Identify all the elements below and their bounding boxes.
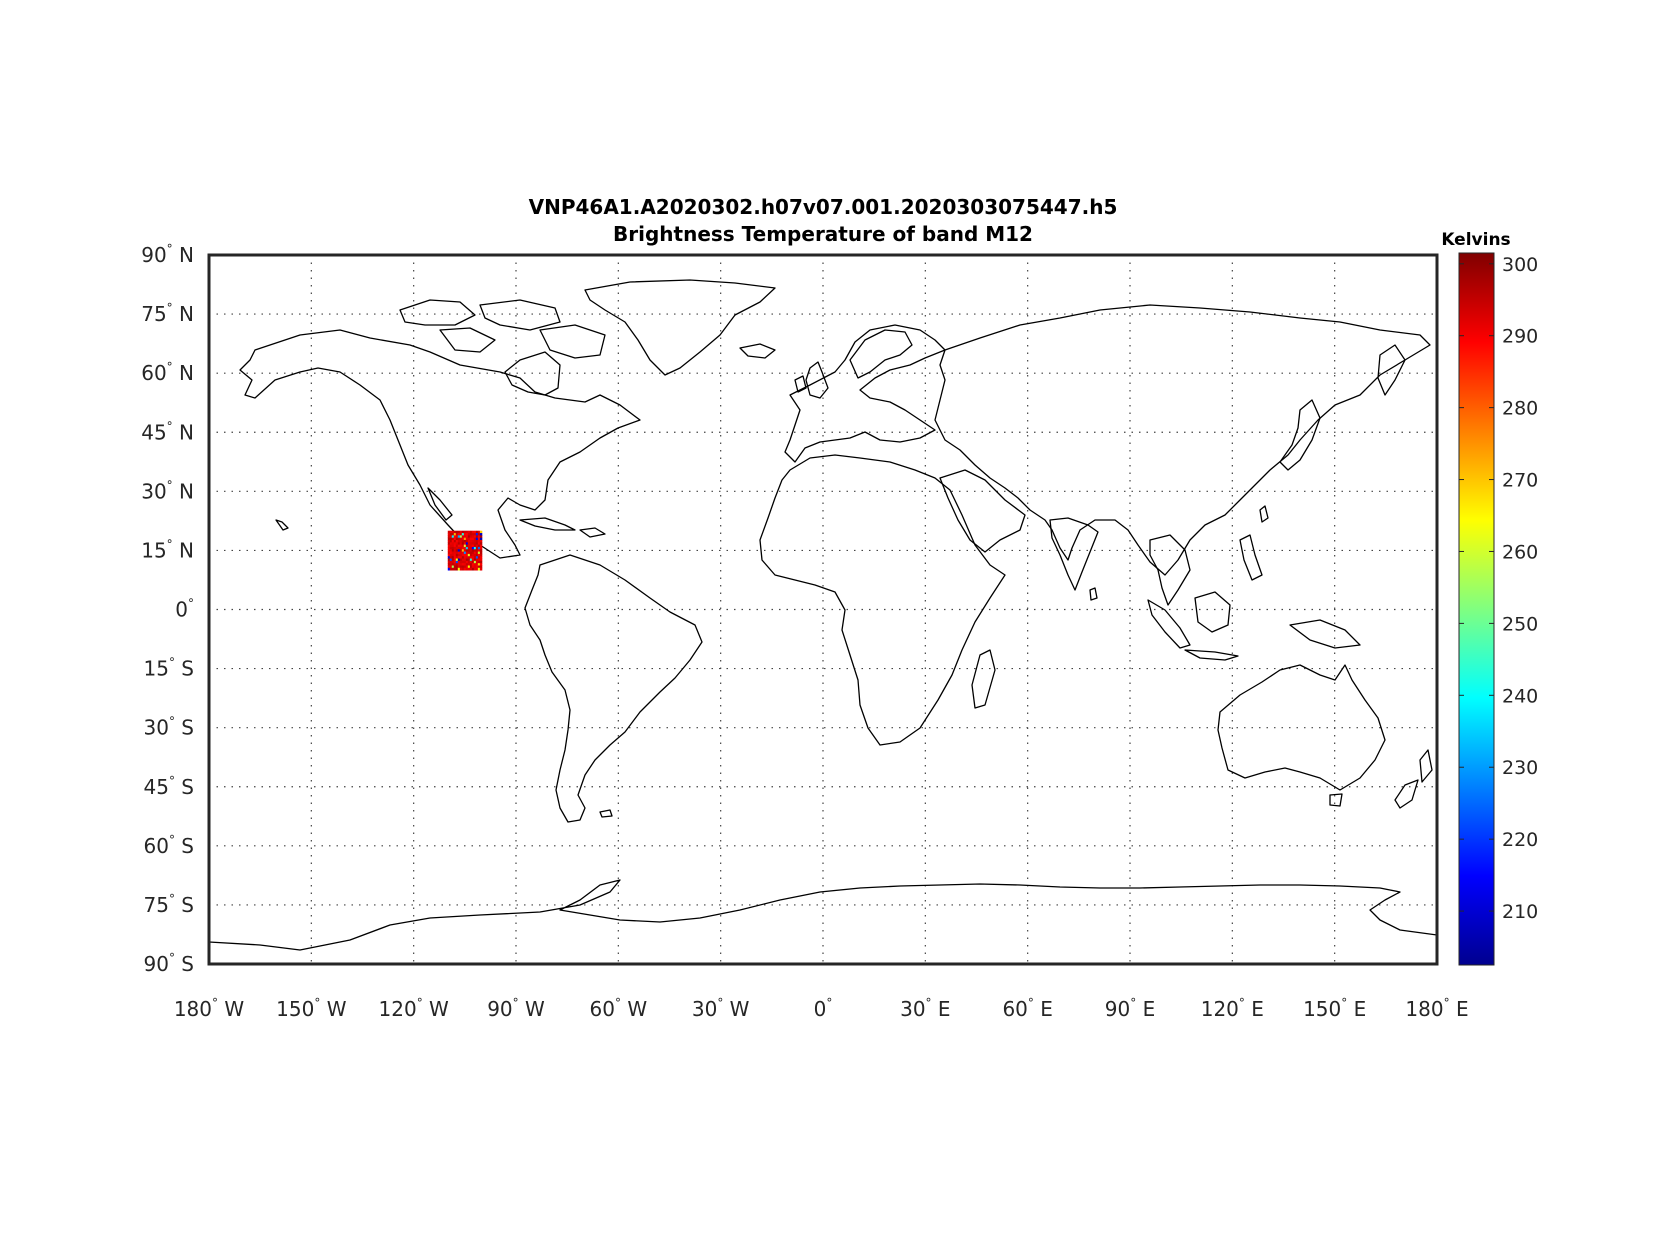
tile-pixel xyxy=(480,554,482,557)
lon-tick-label: 30° E xyxy=(900,996,950,1021)
lon-tick-label: 60° E xyxy=(1002,996,1052,1021)
colorbar-tick-label: 250 xyxy=(1502,613,1538,635)
longitude-tick-labels: 180° W 150° W 120° W 90° W 60° W 30° W 0° 30° E… xyxy=(174,996,1469,1021)
colorbar-tick-label: 210 xyxy=(1502,901,1538,923)
colorbar-tick-label: 240 xyxy=(1502,685,1538,707)
tile-pixel xyxy=(480,547,482,550)
tile-pixel xyxy=(480,549,482,552)
tile-pixel xyxy=(480,556,482,559)
latitude-tick-labels: 90° N 75° N 60° N 45° N 30° N 15° N 0° 15° S 30°… xyxy=(141,242,194,976)
tile-pixel xyxy=(480,540,482,543)
tile-pixel xyxy=(480,545,482,548)
lat-tick-label: 60° S xyxy=(143,833,194,858)
lon-tick-label: 0° xyxy=(814,996,833,1021)
tile-pixel xyxy=(480,552,482,555)
lat-tick-label: 90° S xyxy=(143,951,194,976)
colorbar-tick-label: 300 xyxy=(1502,254,1538,276)
tile-pixel xyxy=(480,561,482,564)
tile-pixel xyxy=(480,563,482,566)
lon-tick-label: 30° W xyxy=(692,996,750,1021)
lat-tick-label: 30° S xyxy=(143,715,194,740)
lon-tick-label: 120° E xyxy=(1201,996,1264,1021)
colorbar-title: Kelvins xyxy=(1441,230,1510,250)
tile-pixel xyxy=(480,533,482,536)
tile-pixel xyxy=(480,531,482,534)
colorbar-tick-label: 290 xyxy=(1502,326,1538,348)
lon-tick-label: 150° E xyxy=(1303,996,1366,1021)
figure-title-line2: Brightness Temperature of band M12 xyxy=(613,222,1033,246)
lon-tick-label: 180° W xyxy=(174,996,245,1021)
tile-pixel xyxy=(480,542,482,545)
lat-tick-label: 90° N xyxy=(141,242,194,267)
lat-tick-label: 75° N xyxy=(141,301,194,326)
tile-pixel xyxy=(480,568,482,571)
lon-tick-label: 120° W xyxy=(379,996,450,1021)
tile-pixel xyxy=(480,565,482,568)
tile-pixel xyxy=(480,538,482,541)
lat-tick-label: 45° S xyxy=(143,774,194,799)
colorbar-tick-label: 220 xyxy=(1502,829,1538,851)
lat-tick-label: 15° N xyxy=(141,537,194,562)
lon-tick-label: 90° E xyxy=(1105,996,1155,1021)
lon-tick-label: 180° E xyxy=(1405,996,1468,1021)
tile-pixel xyxy=(480,559,482,562)
lat-tick-label: 60° N xyxy=(141,360,194,385)
lat-tick-label: 30° N xyxy=(141,478,194,503)
tile-pixel xyxy=(480,535,482,538)
colorbar-tick-label: 230 xyxy=(1502,757,1538,779)
colorbar-tick-label: 270 xyxy=(1502,470,1538,492)
lon-tick-label: 90° W xyxy=(487,996,545,1021)
lon-tick-label: 150° W xyxy=(276,996,347,1021)
lat-tick-label: 15° S xyxy=(143,656,194,681)
figure-title-line1: VNP46A1.A2020302.h07v07.001.202030307544… xyxy=(529,195,1118,219)
lon-tick-label: 60° W xyxy=(590,996,648,1021)
lat-tick-label: 45° N xyxy=(141,419,194,444)
colorbar-tick-label: 260 xyxy=(1502,541,1538,563)
lat-tick-label: 0° xyxy=(175,597,194,622)
brightness-temperature-tile xyxy=(448,531,483,571)
lat-tick-label: 75° S xyxy=(143,892,194,917)
colorbar xyxy=(1459,253,1494,965)
colorbar-tick-label: 280 xyxy=(1502,398,1538,420)
